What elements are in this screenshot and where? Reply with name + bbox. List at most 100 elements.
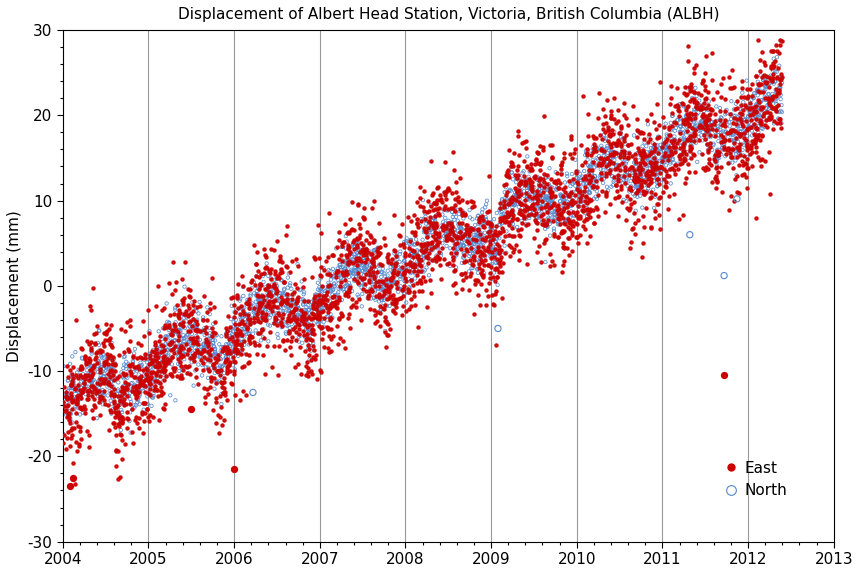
- Point: [181, 317, 195, 326]
- Point: [378, 241, 391, 250]
- Point: [247, 307, 261, 316]
- Point: [396, 219, 409, 228]
- Point: [105, 360, 119, 369]
- Point: [514, 179, 528, 188]
- Point: [120, 382, 133, 391]
- Point: [537, 174, 550, 184]
- Point: [110, 373, 124, 382]
- Point: [247, 278, 261, 287]
- Point: [617, 110, 631, 119]
- Point: [335, 263, 348, 272]
- Point: [568, 190, 582, 199]
- Point: [273, 293, 287, 302]
- Point: [751, 85, 765, 94]
- Point: [261, 289, 274, 298]
- Point: [156, 389, 169, 398]
- Point: [536, 193, 550, 202]
- Point: [160, 299, 174, 308]
- Point: [371, 250, 384, 259]
- Point: [262, 266, 276, 276]
- Point: [136, 354, 150, 363]
- Point: [253, 304, 267, 313]
- Point: [560, 215, 574, 224]
- Point: [471, 219, 485, 228]
- Point: [162, 278, 175, 288]
- Point: [520, 194, 534, 203]
- Point: [87, 360, 101, 370]
- Point: [342, 228, 356, 238]
- Point: [212, 351, 226, 360]
- Point: [187, 340, 200, 350]
- Point: [743, 108, 757, 117]
- Point: [315, 284, 329, 293]
- Point: [395, 272, 408, 281]
- Point: [330, 290, 344, 299]
- Point: [388, 298, 402, 307]
- Point: [158, 399, 172, 408]
- Point: [188, 352, 202, 362]
- Point: [642, 181, 655, 190]
- Point: [752, 80, 766, 90]
- Point: [144, 368, 158, 377]
- Point: [599, 168, 613, 177]
- Point: [290, 304, 304, 313]
- Point: [671, 165, 685, 174]
- Point: [119, 385, 132, 394]
- Point: [426, 206, 439, 215]
- Point: [454, 244, 468, 253]
- Point: [643, 187, 657, 196]
- Point: [439, 230, 452, 239]
- Point: [272, 273, 286, 282]
- Point: [660, 144, 674, 153]
- Point: [667, 148, 681, 157]
- Point: [695, 102, 709, 111]
- Point: [486, 235, 500, 244]
- Point: [477, 261, 491, 270]
- Point: [636, 166, 649, 176]
- Point: [696, 136, 709, 145]
- Point: [341, 227, 355, 236]
- Point: [580, 144, 594, 153]
- Point: [567, 148, 580, 157]
- Point: [200, 329, 213, 338]
- Point: [212, 366, 225, 375]
- Point: [69, 417, 83, 426]
- Point: [176, 349, 190, 358]
- Point: [752, 98, 765, 107]
- Point: [512, 202, 525, 211]
- Point: [306, 314, 320, 323]
- Point: [75, 404, 89, 413]
- Point: [272, 333, 286, 343]
- Point: [758, 75, 771, 84]
- Point: [758, 115, 771, 124]
- Point: [155, 340, 169, 349]
- Point: [571, 179, 585, 188]
- Point: [653, 210, 666, 219]
- Point: [325, 301, 339, 311]
- Point: [501, 200, 514, 209]
- Point: [772, 61, 786, 71]
- Point: [311, 304, 325, 313]
- Point: [574, 195, 588, 204]
- Point: [447, 224, 461, 234]
- Point: [387, 246, 401, 255]
- Point: [605, 142, 618, 151]
- Point: [426, 227, 439, 236]
- Point: [115, 413, 129, 422]
- Point: [313, 286, 327, 295]
- Point: [267, 280, 281, 289]
- Point: [557, 218, 571, 227]
- Point: [218, 348, 231, 357]
- Point: [368, 286, 382, 295]
- Point: [534, 189, 548, 199]
- Point: [208, 348, 222, 357]
- Point: [238, 328, 252, 337]
- Point: [563, 219, 577, 228]
- Point: [129, 382, 143, 391]
- Point: [398, 251, 412, 260]
- Point: [197, 344, 211, 354]
- Point: [573, 184, 587, 193]
- Point: [267, 301, 280, 311]
- Point: [758, 122, 771, 131]
- Point: [180, 317, 194, 326]
